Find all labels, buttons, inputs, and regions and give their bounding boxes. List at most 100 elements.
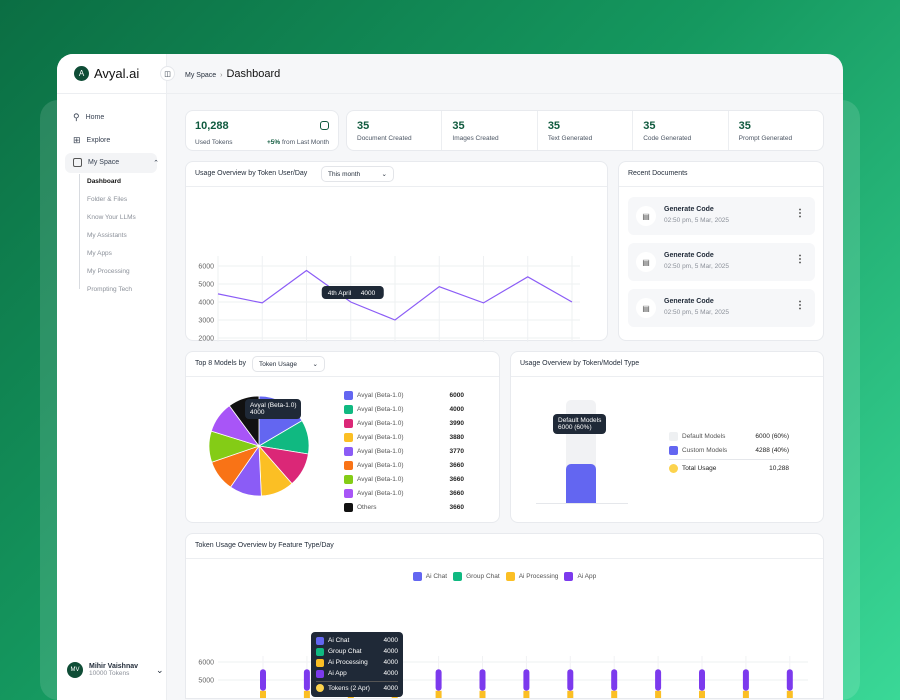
change-value: +5% bbox=[267, 139, 281, 146]
bar-segment bbox=[567, 690, 574, 698]
stat-label: Images Created bbox=[452, 135, 499, 142]
label: Explore bbox=[86, 137, 111, 144]
legend-item: Avyal (Beta-1.0) 3660 bbox=[344, 489, 464, 498]
user-name: Mihir Vaishnav bbox=[89, 663, 139, 670]
legend-divider bbox=[669, 459, 789, 460]
more-icon[interactable]: ⋮ bbox=[795, 300, 805, 311]
y-tick-label: 6000 bbox=[198, 264, 214, 271]
label: Default Models bbox=[682, 433, 726, 440]
legend-item[interactable]: Ai App bbox=[564, 572, 596, 581]
legend-value: 3660 bbox=[449, 462, 464, 469]
sidebar-subitem[interactable]: My Processing bbox=[87, 268, 130, 275]
sidebar-item-myspace[interactable]: My Space ⌃ bbox=[73, 158, 159, 167]
bar-segment bbox=[567, 669, 574, 691]
document-date: 02:50 pm, 5 Mar, 2025 bbox=[664, 263, 730, 270]
swatch bbox=[344, 433, 353, 442]
sidebar-item-home[interactable]: ⚲ Home bbox=[73, 112, 104, 123]
swatch bbox=[344, 419, 353, 428]
more-icon[interactable]: ⋮ bbox=[795, 208, 805, 219]
legend-item[interactable]: Ai Chat bbox=[412, 572, 447, 581]
legend-value: 3660 bbox=[449, 476, 464, 483]
sidebar-subitem[interactable]: Know Your LLMs bbox=[87, 214, 136, 221]
document-item[interactable]: ▤ Generate Code 02:50 pm, 5 Mar, 2025 ⋮ bbox=[628, 197, 815, 235]
swatch bbox=[316, 636, 324, 645]
swatch bbox=[669, 432, 678, 441]
change-suffix: from Last Month bbox=[282, 139, 329, 146]
value: 4288 (40%) bbox=[755, 447, 789, 454]
breadcrumb-myspace[interactable]: My Space bbox=[185, 72, 217, 79]
document-date: 02:50 pm, 5 Mar, 2025 bbox=[664, 217, 730, 224]
swatch bbox=[669, 446, 678, 455]
change-text: +5% from Last Month bbox=[267, 139, 329, 146]
card-title: Top 8 Models by bbox=[195, 360, 246, 367]
legend-label: Avyal (Beta-1.0) bbox=[357, 476, 404, 483]
stats-strip: 35 Document Created 35 Images Created 35 Text… bbox=[346, 110, 824, 151]
swatch bbox=[344, 461, 353, 470]
model-tooltip: Default Models 6000 (60%) bbox=[553, 414, 607, 434]
metric-dropdown[interactable]: Token Usage ⌄ bbox=[252, 356, 325, 372]
divider bbox=[186, 558, 823, 559]
sidebar-subitem[interactable]: My Assistants bbox=[87, 232, 127, 239]
legend-item: Avyal (Beta-1.0) 4000 bbox=[344, 405, 464, 414]
line-chart: 01000200030004000500060001 Apr2 Apr3 Apr… bbox=[198, 256, 580, 342]
swatch bbox=[316, 647, 324, 656]
app-name: Avyal.ai bbox=[94, 66, 140, 81]
divider bbox=[186, 186, 607, 187]
folder-icon bbox=[73, 158, 82, 167]
stat-label: Code Generated bbox=[643, 135, 692, 142]
bar-segment bbox=[699, 669, 705, 691]
legend-item: Avyal (Beta-1.0) 3660 bbox=[344, 461, 464, 470]
bar-segment bbox=[611, 669, 618, 691]
stat-item: 35 Images Created bbox=[441, 111, 536, 150]
tooltip-row: Ai Chat 4000 bbox=[316, 635, 398, 646]
top-models-card: Top 8 Models by Token Usage ⌄ Avyal (Beta… bbox=[185, 351, 500, 523]
legend-item[interactable]: Group Chat bbox=[453, 572, 500, 581]
tooltip-value: 4000 bbox=[383, 648, 398, 655]
search-icon: ⚲ bbox=[73, 112, 80, 122]
sidebar-toggle-button[interactable]: ◫ bbox=[160, 66, 175, 81]
user-menu[interactable]: MV Mihir Vaishnav 10000 Tokens ⌄ bbox=[67, 662, 164, 678]
feature-usage-card: Token Usage Overview by Feature Type/Day… bbox=[185, 533, 824, 699]
dropdown-value: Token Usage bbox=[259, 360, 297, 368]
stat-label: Document Created bbox=[357, 135, 412, 142]
model-type-card: Usage Overview by Token/Model Type Defau… bbox=[510, 351, 824, 523]
tooltip-value: 4000 bbox=[383, 670, 398, 677]
tooltip-total: Tokens (2 Apr) 4000 bbox=[316, 681, 398, 694]
bar-segment bbox=[479, 690, 486, 698]
document-item[interactable]: ▤ Generate Code 02:50 pm, 5 Mar, 2025 ⋮ bbox=[628, 289, 815, 327]
document-title: Generate Code bbox=[664, 252, 714, 259]
bar-segment bbox=[435, 669, 442, 691]
custom-models-bar bbox=[566, 464, 596, 503]
sidebar-subitem[interactable]: Prompting Tech bbox=[87, 286, 133, 293]
tooltip-value: 4000 bbox=[361, 290, 376, 297]
stat-label: Text Generated bbox=[547, 135, 593, 142]
used-tokens-card: 10,288 Used Tokens +5% from Last Month bbox=[185, 110, 339, 151]
more-icon[interactable]: ⋮ bbox=[795, 254, 805, 265]
legend-item: Avyal (Beta-1.0) 3770 bbox=[344, 447, 464, 456]
user-tokens: 10000 Tokens bbox=[89, 670, 130, 677]
legend-label: Avyal (Beta-1.0) bbox=[357, 490, 404, 497]
chevron-down-icon: ⌄ bbox=[381, 171, 387, 178]
bar-segment bbox=[523, 690, 530, 698]
sun-icon bbox=[316, 684, 324, 692]
sidebar-item-explore[interactable]: ⊞ Explore bbox=[73, 135, 110, 146]
legend-item[interactable]: Ai Processing bbox=[505, 572, 558, 581]
stat-label: Prompt Generated bbox=[738, 135, 793, 142]
legend-value: 3990 bbox=[449, 420, 464, 427]
sidebar-item-myspace-bg bbox=[65, 153, 157, 173]
divider bbox=[511, 376, 823, 377]
document-item[interactable]: ▤ Generate Code 02:50 pm, 5 Mar, 2025 ⋮ bbox=[628, 243, 815, 281]
divider bbox=[619, 186, 823, 187]
sidebar-subitem[interactable]: Dashboard bbox=[87, 178, 121, 185]
tooltip-value: 6000 (60%) bbox=[558, 424, 592, 431]
tooltip-label: Ai App bbox=[328, 670, 347, 677]
sidebar-subitem[interactable]: Folder & Files bbox=[87, 196, 128, 203]
bar-segment bbox=[303, 690, 310, 698]
legend-label: Avyal (Beta-1.0) bbox=[357, 392, 404, 399]
bar-segment bbox=[611, 690, 618, 698]
bar-segment bbox=[655, 669, 662, 691]
period-dropdown[interactable]: This month ⌄ bbox=[321, 166, 394, 182]
used-tokens-label: Used Tokens bbox=[195, 139, 233, 146]
sidebar-subitem[interactable]: My Apps bbox=[87, 250, 112, 257]
stat-value: 35 bbox=[547, 120, 561, 132]
